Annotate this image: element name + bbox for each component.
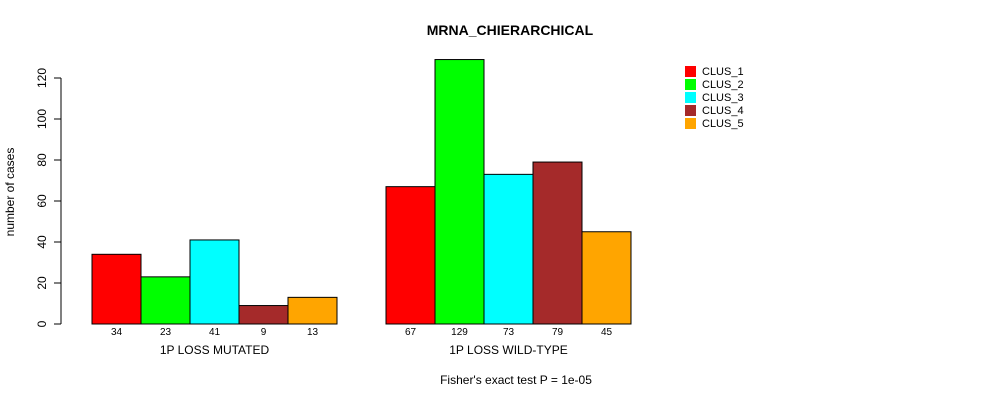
y-tick-label: 100 <box>35 109 49 129</box>
legend-label: CLUS_3 <box>702 92 744 104</box>
legend-swatch <box>685 118 696 129</box>
y-tick-label: 0 <box>35 320 49 327</box>
bar-clus-2-group-2 <box>434 59 485 325</box>
bar-clus-2-group-1 <box>140 276 191 325</box>
y-tick-label: 60 <box>35 194 49 208</box>
group-label: 1P LOSS WILD-TYPE <box>449 343 567 357</box>
bar-clus-5-group-1 <box>287 296 338 325</box>
bar-clus-4-group-2 <box>532 161 583 325</box>
y-tick-label: 80 <box>35 153 49 167</box>
legend-swatch <box>685 105 696 116</box>
bar-count-label: 41 <box>209 327 221 338</box>
bar-count-label: 129 <box>451 327 468 338</box>
legend-swatch <box>685 92 696 103</box>
bar-count-label: 73 <box>503 327 515 338</box>
group-label: 1P LOSS MUTATED <box>160 343 270 357</box>
bar-clus-5-group-2 <box>581 231 632 325</box>
bar-count-label: 23 <box>160 327 172 338</box>
fisher-test-footnote: Fisher's exact test P = 1e-05 <box>440 373 592 387</box>
y-tick-label: 20 <box>35 276 49 290</box>
bar-clus-1-group-1 <box>91 253 142 325</box>
legend-label: CLUS_4 <box>702 105 744 117</box>
bar-clus-3-group-2 <box>483 173 534 325</box>
legend-label: CLUS_5 <box>702 118 744 130</box>
legend-label: CLUS_1 <box>702 66 744 78</box>
legend-label: CLUS_2 <box>702 79 744 91</box>
y-axis-label: number of cases <box>3 148 17 237</box>
bars-group <box>91 59 632 325</box>
chart-title: MRNA_CHIERARCHICAL <box>427 22 594 38</box>
bar-count-label: 67 <box>405 327 417 338</box>
legend-swatch <box>685 66 696 77</box>
bar-clus-1-group-2 <box>385 186 436 325</box>
bar-clus-3-group-1 <box>189 239 240 325</box>
group-labels: 1P LOSS MUTATED 1P LOSS WILD-TYPE <box>160 343 568 357</box>
bar-count-label: 34 <box>111 327 123 338</box>
bar-count-label: 79 <box>552 327 564 338</box>
bar-clus-4-group-1 <box>238 305 289 325</box>
bar-count-label: 13 <box>307 327 319 338</box>
y-axis-ticks: 0 20 40 60 80 100 120 <box>35 68 61 327</box>
bar-count-label: 9 <box>261 327 267 338</box>
y-tick-label: 120 <box>35 68 49 88</box>
bar-count-labels: 34 23 41 9 13 67 129 73 79 45 <box>111 327 613 338</box>
bar-count-label: 45 <box>601 327 613 338</box>
legend-swatch <box>685 79 696 90</box>
y-tick-label: 40 <box>35 235 49 249</box>
